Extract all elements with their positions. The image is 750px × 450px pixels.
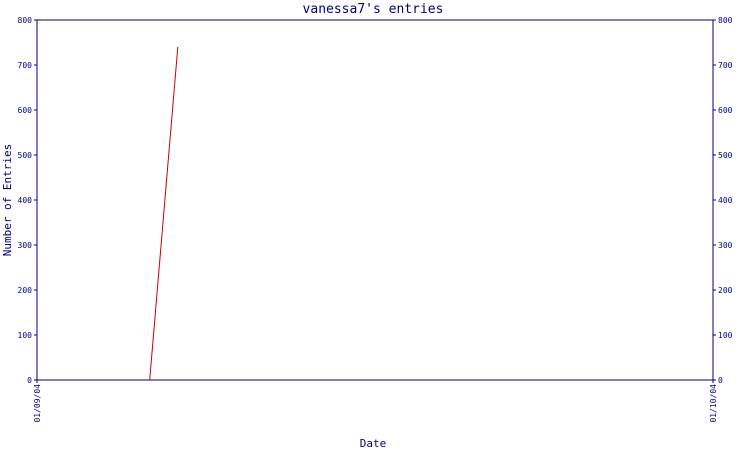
plot-frame — [36, 19, 714, 381]
y-tick-label-right: 500 — [718, 151, 733, 160]
series-line — [149, 46, 179, 381]
x-axis-title: Date — [360, 437, 387, 450]
y-tick-label-left: 0 — [27, 376, 32, 385]
y-tick-label-left: 300 — [18, 241, 33, 250]
y-axis-left: 0 100 200 300 400 500 600 700 800 — [18, 16, 37, 385]
y-tick-label-right: 100 — [718, 331, 733, 340]
y-tick-label-right: 300 — [718, 241, 733, 250]
y-tick-label-right: 600 — [718, 106, 733, 115]
y-tick-label-right: 400 — [718, 196, 733, 205]
y-axis-right: 0 100 200 300 400 500 600 700 800 — [713, 16, 733, 385]
y-tick-label-left: 200 — [18, 286, 33, 295]
y-tick-label-left: 400 — [18, 196, 33, 205]
y-tick-label-left: 100 — [18, 331, 33, 340]
y-axis-title: Number of Entries — [1, 144, 14, 257]
y-tick-label-right: 700 — [718, 61, 733, 70]
y-tick-label-left: 800 — [18, 16, 33, 25]
y-tick-label-right: 200 — [718, 286, 733, 295]
y-tick-label-right: 800 — [718, 16, 733, 25]
series-layer — [149, 46, 179, 381]
x-axis: 01/09/04 01/10/04 — [33, 380, 718, 423]
x-tick-label: 01/10/04 — [709, 384, 718, 423]
y-tick-label-right: 0 — [718, 376, 723, 385]
chart-title: vanessa7's entries — [303, 2, 444, 17]
y-tick-label-left: 700 — [18, 61, 33, 70]
y-tick-label-left: 600 — [18, 106, 33, 115]
y-tick-label-left: 500 — [18, 151, 33, 160]
x-tick-label: 01/09/04 — [33, 384, 42, 423]
